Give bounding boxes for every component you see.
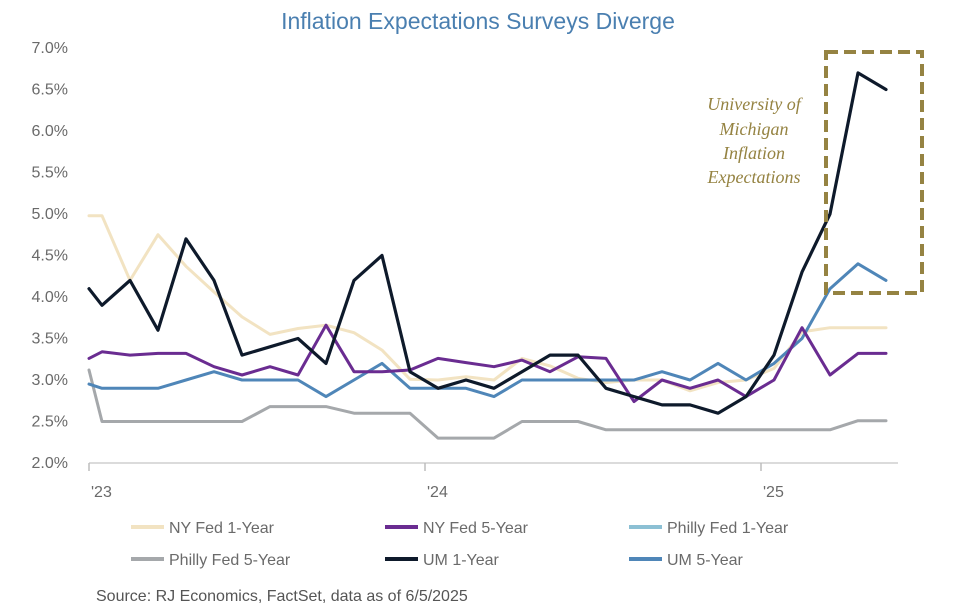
y-tick-label: 5.0% bbox=[32, 206, 68, 223]
annotation-line: University of bbox=[707, 94, 803, 114]
legend-item-ny-fed-5-year: NY Fed 5-Year bbox=[385, 520, 529, 537]
chart-title: Inflation Expectations Surveys Diverge bbox=[281, 8, 675, 34]
annotation-line: Expectations bbox=[707, 167, 801, 187]
y-tick-label: 3.0% bbox=[32, 372, 68, 389]
annotation: University of Michigan Inflation Expectatio… bbox=[707, 94, 804, 187]
y-tick-label: 4.5% bbox=[32, 248, 68, 265]
x-tick-label: '24 bbox=[427, 484, 448, 501]
legend-label: UM 1-Year bbox=[423, 552, 500, 569]
legend-label: UM 5-Year bbox=[667, 552, 744, 569]
legend-label: Philly Fed 1-Year bbox=[667, 520, 789, 537]
legend-item-um-1-year: UM 1-Year bbox=[385, 552, 500, 569]
y-tick-label: 2.5% bbox=[32, 414, 68, 431]
source-note: Source: RJ Economics, FactSet, data as o… bbox=[96, 588, 468, 605]
legend-label: NY Fed 1-Year bbox=[169, 520, 275, 537]
x-axis: '23 '24 '25 bbox=[88, 462, 898, 501]
y-tick-label: 4.0% bbox=[32, 289, 68, 306]
y-tick-label: 6.0% bbox=[32, 123, 68, 140]
legend-label: Philly Fed 5-Year bbox=[169, 552, 291, 569]
series-line-ny-fed-5-year bbox=[87, 323, 888, 404]
legend-label: NY Fed 5-Year bbox=[423, 520, 529, 537]
y-tick-label: 2.0% bbox=[32, 455, 68, 472]
legend: NY Fed 1-Year NY Fed 5-Year Philly Fed 1-Y… bbox=[131, 520, 789, 569]
x-tick-label: '25 bbox=[763, 484, 784, 501]
legend-item-philly-fed-1-year: Philly Fed 1-Year bbox=[629, 520, 789, 537]
y-axis: 2.0% 2.5% 3.0% 3.5% 4.0% 4.5% 5.0% 5.5% 6.0% 6.5%… bbox=[32, 40, 68, 472]
legend-item-philly-fed-5-year: Philly Fed 5-Year bbox=[131, 552, 291, 569]
series-line-philly-fed-5-year bbox=[87, 368, 888, 440]
legend-item-um-5-year: UM 5-Year bbox=[629, 552, 744, 569]
series-line-um-1-year bbox=[87, 71, 888, 415]
annotation-line: Michigan bbox=[719, 119, 789, 139]
y-tick-label: 7.0% bbox=[32, 40, 68, 57]
y-tick-label: 6.5% bbox=[32, 82, 68, 99]
series-lines bbox=[87, 71, 888, 440]
x-tick-label: '23 bbox=[91, 484, 112, 501]
y-tick-label: 3.5% bbox=[32, 331, 68, 348]
annotation-line: Inflation bbox=[722, 143, 785, 163]
legend-item-ny-fed-1-year: NY Fed 1-Year bbox=[131, 520, 275, 537]
series-line-um-5-year bbox=[87, 262, 888, 399]
highlight-box bbox=[824, 50, 924, 295]
y-tick-label: 5.5% bbox=[32, 165, 68, 182]
